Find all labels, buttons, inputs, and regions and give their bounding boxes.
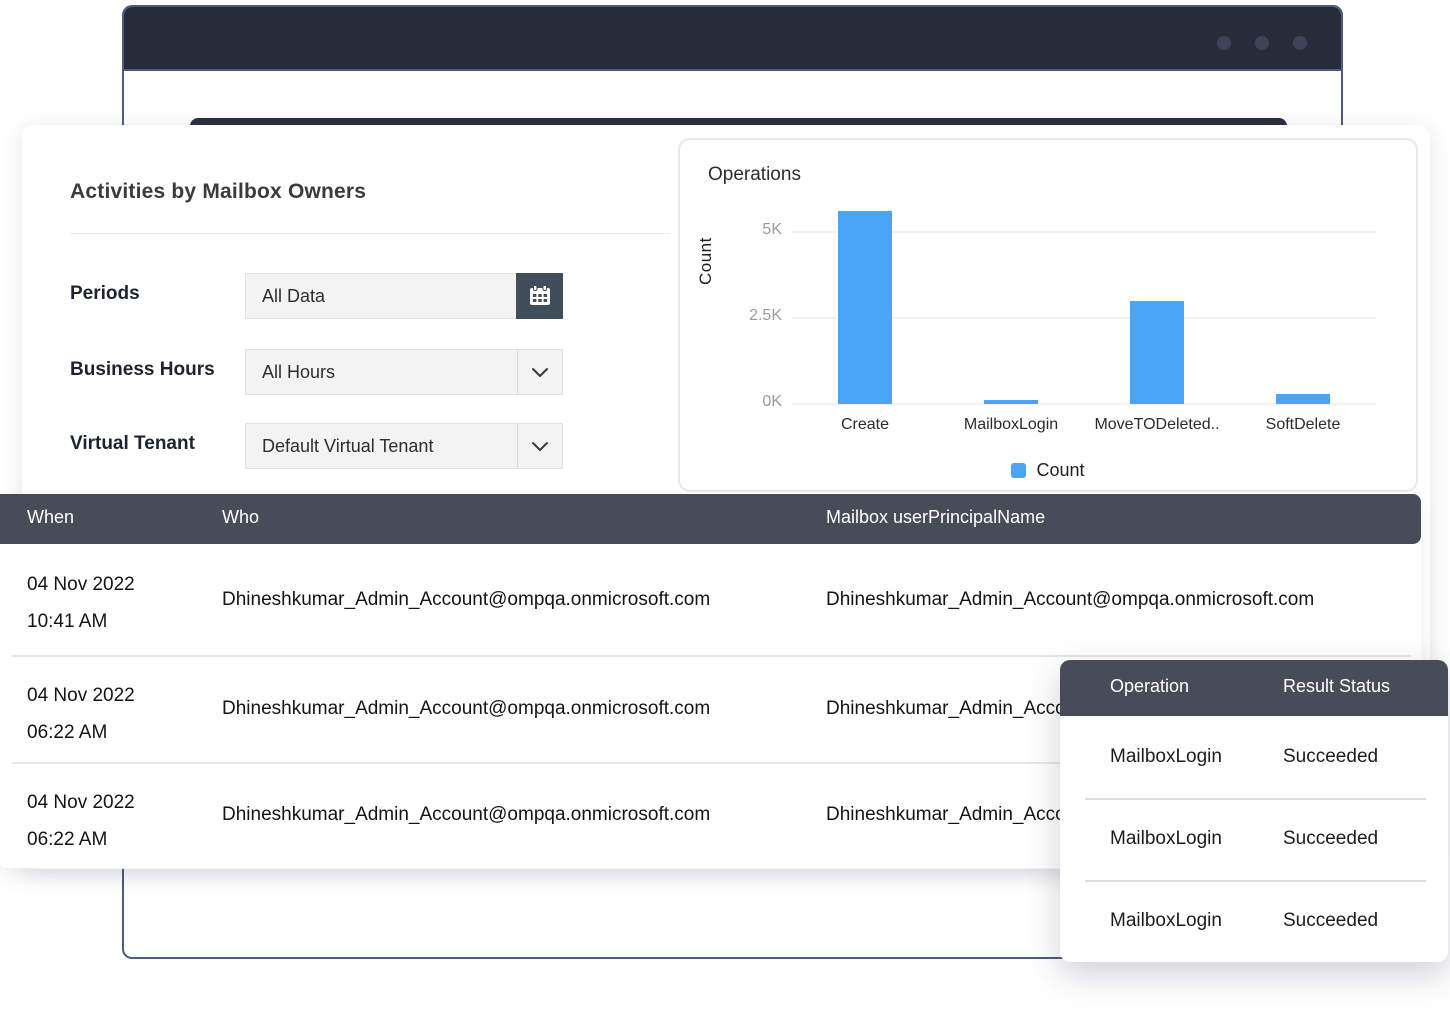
y-tick-label: 2.5K — [749, 306, 782, 324]
y-tick-label: 5K — [762, 220, 782, 238]
bar-softdelete[interactable] — [1276, 393, 1330, 404]
calendar-button[interactable] — [516, 273, 563, 319]
periods-field[interactable]: All Data — [245, 273, 563, 319]
x-tick-label: MoveTODeleted.. — [1094, 416, 1220, 433]
business-hours-select[interactable]: All Hours — [245, 349, 563, 395]
column-header-result-status: Result Status — [1283, 676, 1391, 696]
chart-plot-area: 0K 2.5K 5K — [749, 197, 1376, 410]
table-header: When Who Mailbox userPrincipalName — [0, 494, 1421, 544]
window-titlebar — [124, 7, 1341, 71]
x-tick-label: Create — [840, 416, 890, 433]
result-status-cell: Succeeded — [1283, 746, 1379, 767]
bar-create[interactable] — [838, 210, 892, 404]
mailbox-cell: Dhineshkumar_Admin_Account@ompqa.onmicro… — [826, 588, 1315, 610]
when-cell: 04 Nov 2022 10:41 AM — [27, 566, 135, 640]
window-dot-icon[interactable] — [1217, 36, 1231, 50]
operation-cell: MailboxLogin — [1110, 828, 1222, 849]
operation-cell: MailboxLogin — [1110, 746, 1222, 767]
business-hours-value: All Hours — [262, 361, 336, 382]
bar-group — [792, 197, 1376, 404]
bar-slot — [1084, 197, 1230, 404]
popup-row: MailboxLogin Succeeded — [1060, 880, 1448, 962]
when-date: 04 Nov 2022 — [27, 792, 135, 813]
periods-label: Periods — [70, 283, 140, 304]
column-header-who: Who — [222, 507, 260, 527]
virtual-tenant-select[interactable]: Default Virtual Tenant — [245, 423, 563, 469]
virtual-tenant-value: Default Virtual Tenant — [262, 435, 434, 456]
operation-cell: MailboxLogin — [1110, 910, 1222, 931]
bar-movetodeleted[interactable] — [1130, 300, 1184, 404]
chart-legend-item[interactable]: Count — [680, 460, 1416, 481]
popup-header: Operation Result Status — [1060, 660, 1448, 716]
who-cell: Dhineshkumar_Admin_Account@ompqa.onmicro… — [222, 697, 711, 719]
chevron-down-icon — [532, 367, 548, 377]
bar-slot — [792, 197, 938, 404]
gridline — [792, 403, 1376, 405]
when-time: 10:41 AM — [27, 611, 108, 632]
bar-mailboxlogin[interactable] — [984, 399, 1038, 404]
operations-chart-card: Operations Count 0K 2.5K 5K — [678, 138, 1418, 492]
gridline — [792, 230, 1376, 233]
filter-row-periods: Periods All Data — [70, 273, 590, 319]
chart-title: Operations — [708, 164, 801, 185]
when-time: 06:22 AM — [27, 722, 108, 743]
window-dot-icon[interactable] — [1255, 36, 1269, 50]
virtual-tenant-label: Virtual Tenant — [70, 433, 195, 454]
result-status-cell: Succeeded — [1283, 910, 1379, 931]
who-cell: Dhineshkumar_Admin_Account@ompqa.onmicro… — [222, 588, 711, 610]
column-header-when: When — [27, 507, 75, 527]
page-title: Activities by Mailbox Owners — [70, 180, 367, 203]
who-cell: Dhineshkumar_Admin_Account@ompqa.onmicro… — [222, 804, 711, 825]
when-date: 04 Nov 2022 — [27, 685, 135, 706]
when-time: 06:22 AM — [27, 829, 108, 850]
bar-slot — [938, 197, 1084, 404]
periods-value: All Data — [262, 285, 326, 306]
virtual-tenant-dropdown-button[interactable] — [517, 424, 562, 468]
y-tick-label: 0K — [762, 393, 782, 410]
bar-slot — [1230, 197, 1376, 404]
y-axis-label: Count — [696, 237, 715, 285]
x-tick-label: MailboxLogin — [963, 416, 1059, 433]
result-status-cell: Succeeded — [1283, 828, 1379, 849]
popup-row: MailboxLogin Succeeded — [1060, 798, 1448, 880]
filter-row-business-hours: Business Hours All Hours — [70, 349, 590, 395]
filter-row-virtual-tenant: Virtual Tenant Default Virtual Tenant — [70, 423, 590, 469]
column-header-mailbox: Mailbox userPrincipalName — [826, 507, 1046, 527]
calendar-icon — [529, 285, 550, 305]
when-cell: 04 Nov 2022 06:22 AM — [27, 784, 135, 858]
business-hours-dropdown-button[interactable] — [517, 350, 562, 394]
title-divider — [70, 233, 670, 234]
column-header-operation: Operation — [1110, 676, 1190, 696]
when-date: 04 Nov 2022 — [27, 574, 135, 595]
x-tick-label: SoftDelete — [1265, 416, 1341, 433]
window-dot-icon[interactable] — [1293, 36, 1307, 50]
table-row: 04 Nov 2022 10:41 AM Dhineshkumar_Admin_… — [0, 544, 1421, 655]
when-cell: 04 Nov 2022 06:22 AM — [27, 677, 135, 751]
legend-swatch-icon — [1011, 463, 1027, 478]
legend-label: Count — [1036, 460, 1085, 480]
gridline — [792, 316, 1376, 319]
business-hours-label: Business Hours — [70, 359, 215, 380]
operation-status-popup: Operation Result Status MailboxLogin Suc… — [1060, 660, 1448, 962]
window-controls[interactable] — [1217, 36, 1307, 50]
x-axis-labels: Create MailboxLogin MoveTODeleted.. Soft… — [792, 416, 1376, 434]
popup-row: MailboxLogin Succeeded — [1060, 716, 1448, 798]
chevron-down-icon — [532, 441, 548, 451]
